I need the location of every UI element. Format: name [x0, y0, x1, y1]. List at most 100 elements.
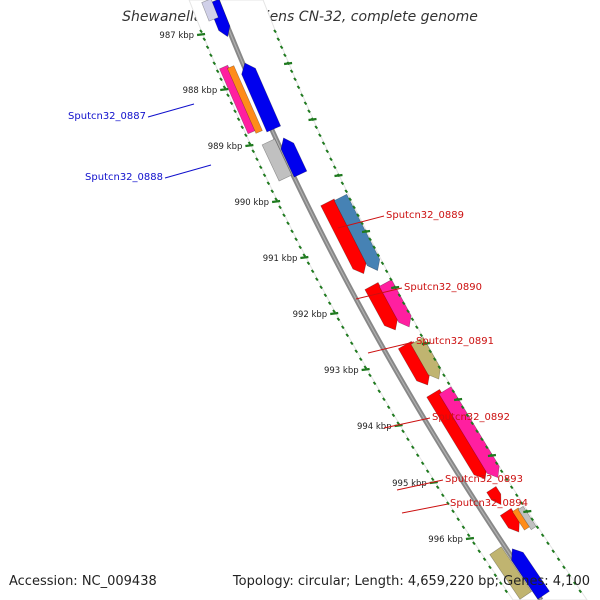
ruler-label: 987 kbp — [159, 31, 194, 41]
ruler-dot-right — [321, 141, 326, 146]
ruler-dot-left — [435, 485, 440, 490]
ruler-dot-right — [460, 405, 465, 410]
ruler-dot-left — [341, 325, 345, 330]
gene-label: Sputcn32_0890 — [404, 282, 482, 293]
gene-arrow-0890 — [364, 282, 398, 331]
ruler-dot-left — [286, 221, 290, 226]
ruler-dot-left — [274, 197, 278, 202]
ruler-dot-right — [437, 365, 442, 370]
ruler-dot-right — [562, 565, 566, 570]
ruler-dot-left — [229, 101, 234, 106]
ruler-dot-left — [255, 157, 259, 162]
ruler-dot-right — [578, 589, 583, 594]
ruler-dot-left — [386, 405, 391, 410]
gene-leader-line — [383, 417, 431, 429]
ruler-dot-right — [514, 493, 519, 498]
ruler-dot-left — [226, 93, 230, 98]
ruler-dot-left — [327, 301, 332, 306]
ruler-dot-left — [377, 389, 382, 394]
ruler-dot-left — [415, 453, 420, 458]
ruler-dot-left — [477, 549, 482, 554]
ruler-dot-right — [572, 581, 577, 586]
ruler-dot-left — [209, 53, 213, 58]
ruler-label: 996 kbp — [428, 535, 463, 545]
ruler-dot-right — [567, 573, 572, 578]
genome-summary: Topology: circular; Length: 4,659,220 bp… — [232, 574, 590, 589]
ruler-dot-right — [401, 301, 406, 306]
gene-label: Sputcn32_0894 — [450, 498, 528, 509]
ruler-dot-left — [294, 237, 298, 242]
ruler-dot-left — [282, 213, 286, 218]
gene-arrow-0892 — [426, 388, 488, 480]
ruler-dot-left — [240, 125, 244, 130]
ruler-label: 992 kbp — [293, 310, 328, 320]
ruler-dot-left — [401, 429, 405, 434]
ruler-major-tick — [465, 536, 475, 541]
ruler-major-tick — [361, 229, 371, 234]
ruler-dot-left — [440, 493, 445, 498]
ruler-major-tick — [245, 143, 254, 148]
ruler-dot-left — [420, 461, 425, 466]
ruler-label: 989 kbp — [208, 142, 243, 152]
ruler-label: 990 kbp — [234, 198, 269, 208]
gene-arrow-0887 — [241, 62, 282, 133]
ruler-label: 993 kbp — [324, 366, 359, 376]
ruler-major-tick — [271, 199, 281, 204]
ruler-dot-left — [363, 365, 368, 370]
ruler-dot-left — [466, 533, 471, 538]
ruler-major-tick — [196, 32, 206, 37]
ruler-dot-right — [432, 357, 437, 362]
ruler-major-tick — [487, 453, 497, 458]
ruler-dot-left — [354, 349, 359, 354]
ruler-dot-right — [332, 165, 337, 170]
ruler-dot-right — [484, 445, 489, 450]
ruler-dot-right — [352, 205, 356, 210]
ruler-dot-left — [290, 229, 294, 234]
ruler-dot-right — [494, 461, 499, 466]
ruler-dot-left — [504, 589, 509, 594]
ruler-dot-right — [520, 501, 524, 506]
ruler-dot-right — [318, 133, 322, 138]
ruler-dot-left — [236, 117, 241, 122]
ruler-dot-left — [310, 269, 315, 274]
ruler-label: 995 kbp — [392, 479, 427, 489]
ruler-major-tick — [220, 87, 229, 92]
gene-label: Sputcn32_0888 — [85, 172, 163, 183]
gene-label: Sputcn32_0893 — [445, 474, 523, 485]
ruler-dot-right — [551, 549, 556, 554]
ruler-dot-left — [498, 581, 503, 586]
ruler-dot-right — [397, 293, 402, 298]
ruler-dot-right — [415, 325, 419, 330]
ruler-dot-left — [368, 373, 372, 378]
gene-leader-line — [396, 479, 444, 491]
ruler-dot-right — [535, 525, 540, 530]
gene-leader-line — [401, 503, 449, 514]
gene-leader-line — [164, 164, 212, 179]
gene-leader-line — [337, 215, 385, 229]
ruler-dot-right — [428, 349, 433, 354]
ruler-dot-left — [493, 573, 498, 578]
ruler-major-tick — [300, 255, 309, 260]
ruler-dot-right — [372, 245, 376, 250]
label-layer: 987 kbp 988 kbp 989 kbp 990 kbp 991 kbp 992 k… — [68, 31, 528, 545]
ruler-dot-left — [488, 565, 492, 570]
ruler-label: 994 kbp — [357, 422, 392, 432]
ruler-major-tick — [283, 61, 293, 66]
ruler-dot-left — [205, 45, 210, 50]
ruler-dot-left — [391, 413, 396, 418]
ruler-dot-right — [300, 93, 304, 98]
ruler-major-tick — [330, 311, 339, 316]
ruler-dot-right — [546, 541, 550, 546]
ruler-dot-left — [278, 205, 282, 210]
ruler-dot-left — [302, 253, 307, 258]
ruler-dot-left — [382, 397, 386, 402]
ruler-dot-left — [456, 517, 460, 522]
ruler-dot-left — [270, 189, 275, 194]
ruler-dot-right — [406, 309, 410, 314]
ruler-dot-right — [419, 333, 424, 338]
gene-arrow-0892b — [438, 386, 500, 479]
ruler-dot-right — [348, 197, 352, 202]
ruler-dot-right — [314, 125, 318, 130]
ruler-dot-left — [396, 421, 400, 426]
ruler-dot-right — [451, 389, 456, 394]
